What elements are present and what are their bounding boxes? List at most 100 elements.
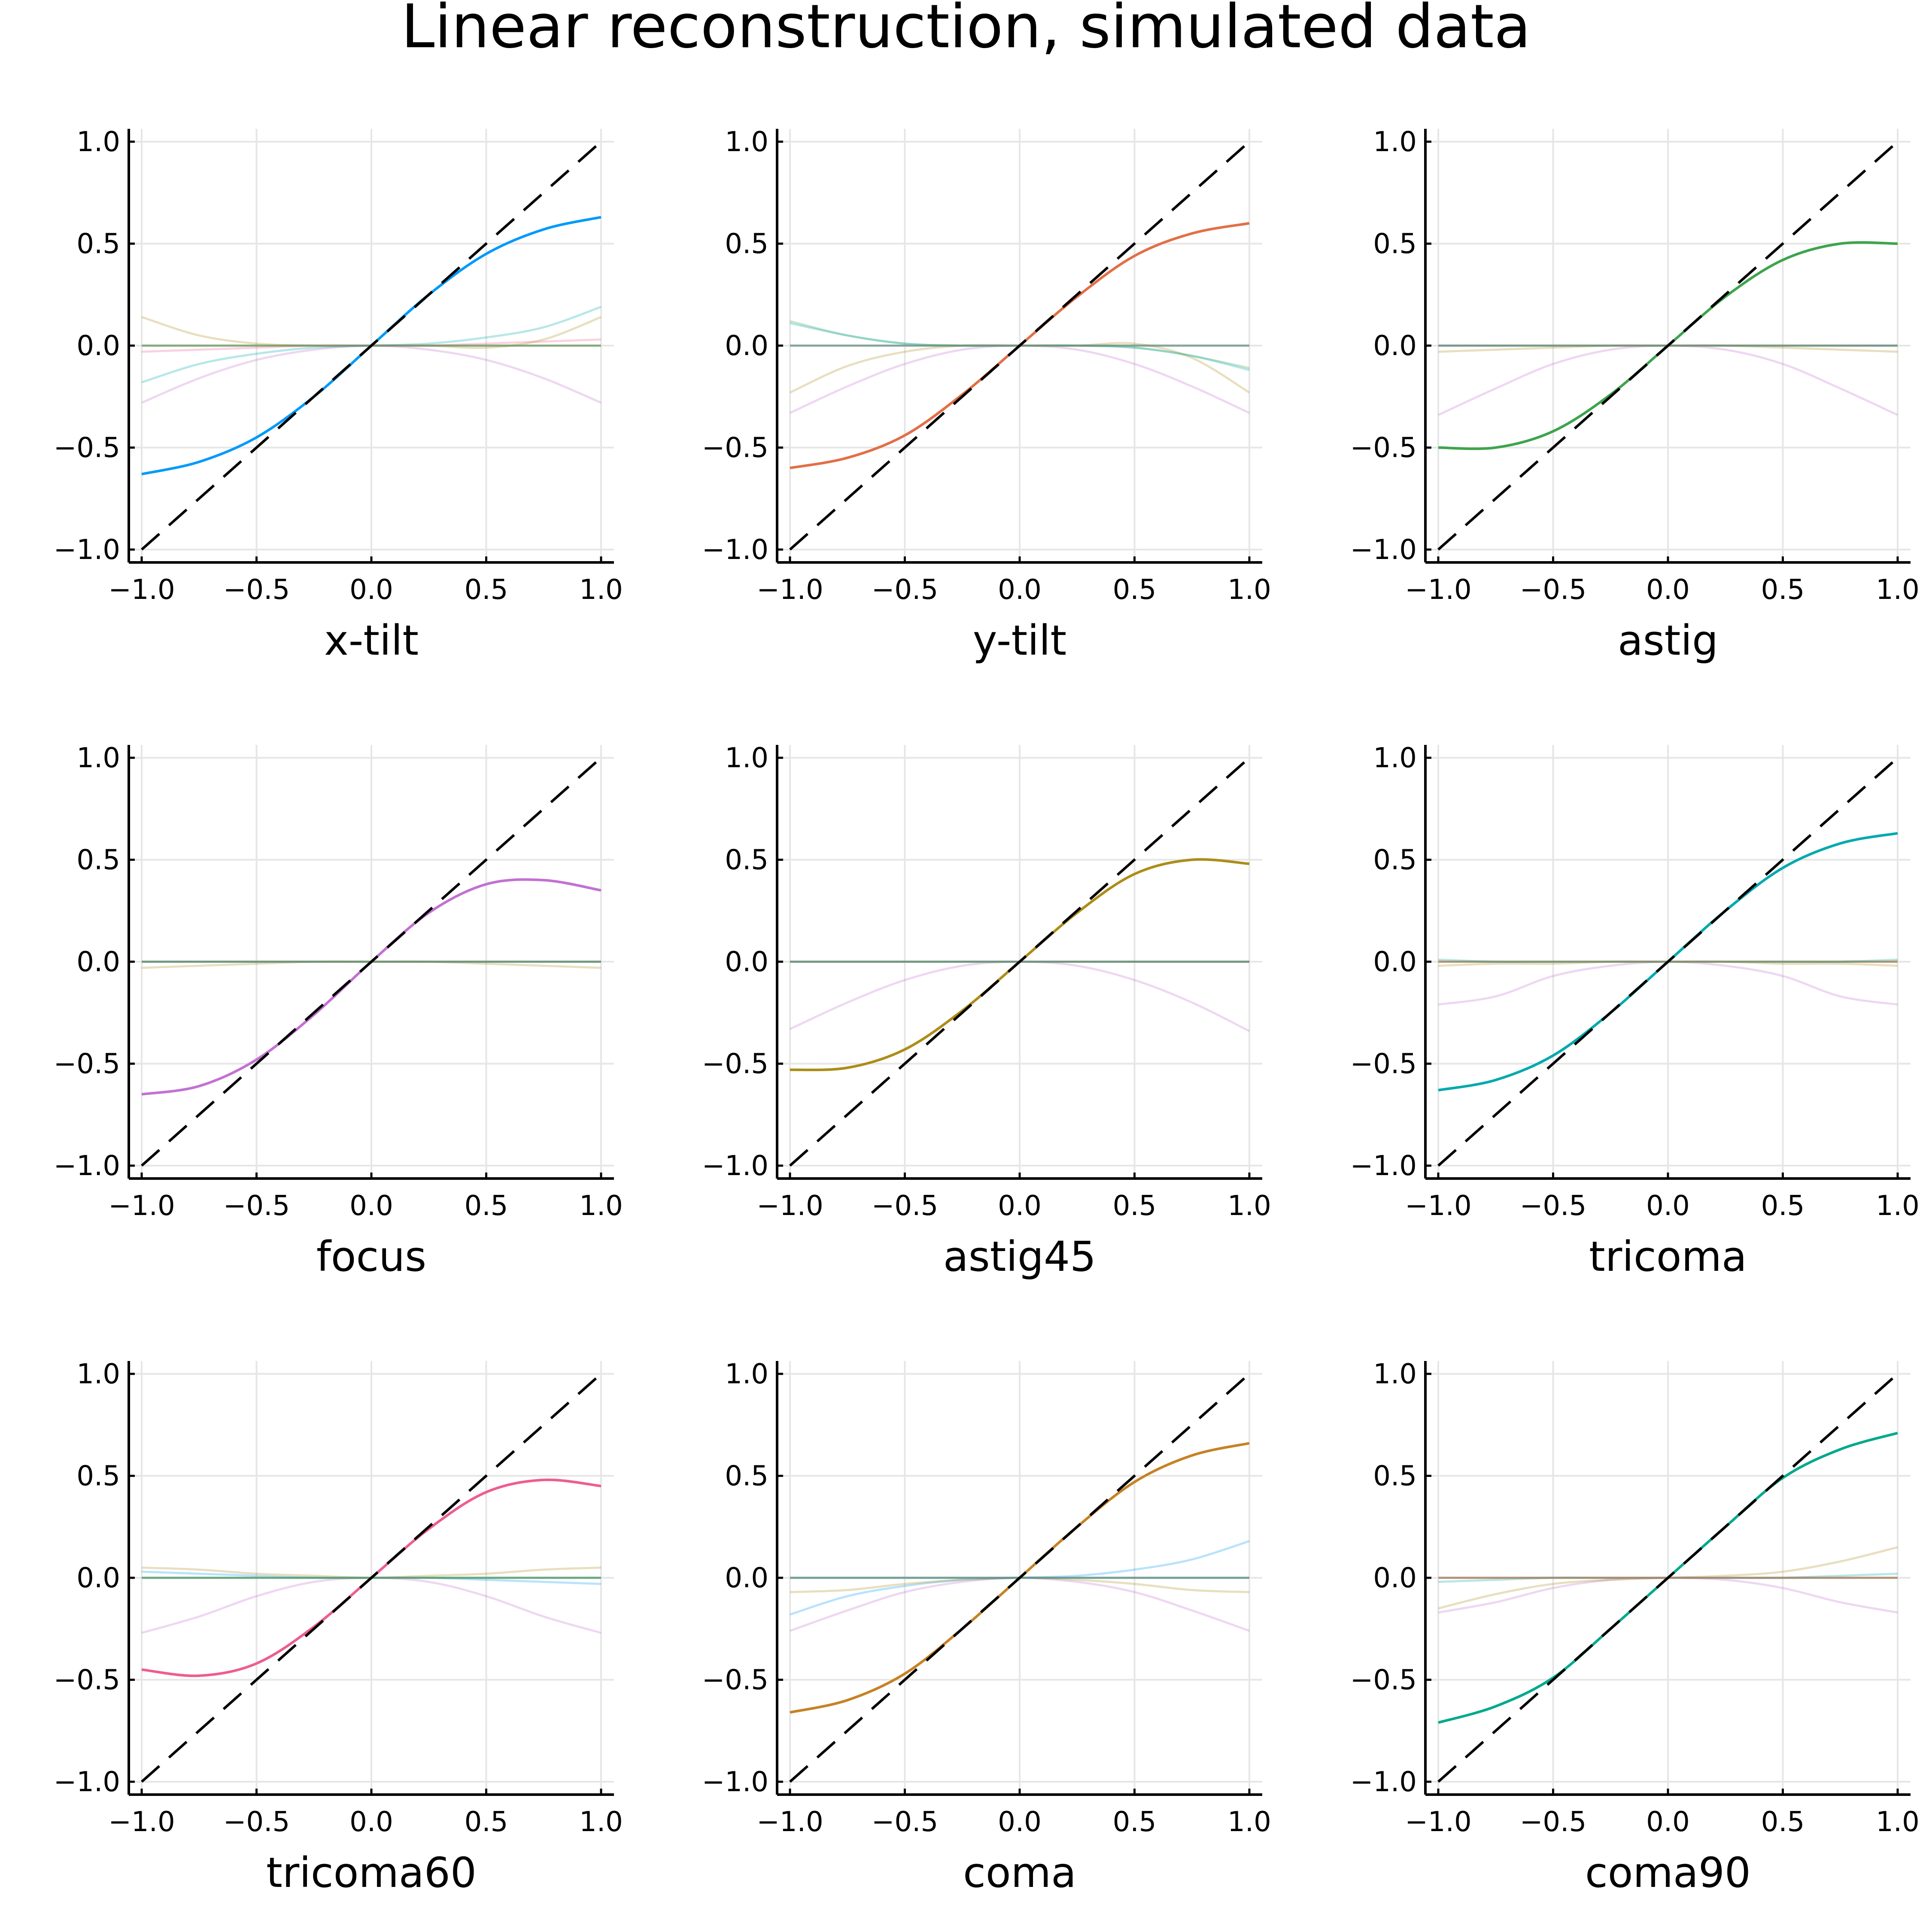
y-tick-label: 1.0	[1373, 742, 1417, 774]
x-tick-label: 0.0	[1646, 1190, 1690, 1222]
identity-dashed-line	[141, 140, 602, 551]
panel-tricoma: −1.0 −1.0 −0.5 −0.5 0.0 0.0 0.5 0.5 1.0 1.0 tricom…	[1350, 742, 1920, 1281]
y-tick-label: 0.0	[1373, 1562, 1417, 1594]
y-tick-label: −0.5	[702, 1048, 769, 1080]
x-tick-label: −0.5	[1520, 1806, 1586, 1838]
x-tick-label: −1.0	[756, 1806, 823, 1838]
x-tick-label: −0.5	[1520, 574, 1586, 606]
y-tick-label: −0.5	[1350, 1048, 1417, 1080]
x-tick-label: 0.0	[998, 1190, 1042, 1222]
x-tick-label: 0.0	[998, 574, 1042, 606]
y-tick-label: 0.0	[725, 946, 769, 978]
x-axis-label: focus	[316, 1233, 426, 1281]
x-tick-label: −1.0	[756, 1190, 823, 1222]
y-tick-label: 0.0	[76, 330, 120, 362]
x-tick-label: −1.0	[1405, 1806, 1471, 1838]
x-tick-label: −0.5	[872, 1190, 938, 1222]
x-tick-label: 0.0	[349, 1190, 393, 1222]
x-tick-label: 1.0	[1876, 1806, 1920, 1838]
y-tick-label: 0.0	[725, 1562, 769, 1594]
panel-grid: −1.0 −1.0 −0.5 −0.5 0.0 0.0 0.5 0.5 1.0 1.0 x-tilt…	[54, 126, 1920, 1897]
identity-dashed-line	[789, 756, 1250, 1167]
y-tick-label: −1.0	[1350, 1766, 1417, 1798]
panel-coma90: −1.0 −1.0 −0.5 −0.5 0.0 0.0 0.5 0.5 1.0 1.0 coma90	[1350, 1358, 1920, 1897]
y-tick-label: 1.0	[725, 742, 769, 774]
x-tick-label: 1.0	[579, 1806, 623, 1838]
y-tick-label: 0.0	[725, 330, 769, 362]
y-tick-label: 1.0	[725, 1358, 769, 1390]
identity-dashed-line	[1437, 140, 1899, 551]
y-tick-label: −1.0	[54, 1766, 120, 1798]
y-tick-label: 0.5	[725, 228, 769, 260]
y-tick-label: 0.0	[76, 946, 120, 978]
x-tick-label: 1.0	[579, 574, 623, 606]
panel-astig: −1.0 −1.0 −0.5 −0.5 0.0 0.0 0.5 0.5 1.0 1.0 astig	[1350, 126, 1920, 665]
x-tick-label: −0.5	[223, 574, 290, 606]
x-tick-label: 1.0	[1876, 1190, 1920, 1222]
y-tick-label: −0.5	[702, 432, 769, 464]
x-tick-label: −1.0	[756, 574, 823, 606]
x-tick-label: 0.5	[1113, 1806, 1157, 1838]
y-tick-label: 1.0	[76, 1358, 120, 1390]
x-tick-label: −1.0	[108, 1190, 175, 1222]
figure-title: Linear reconstruction, simulated data	[401, 0, 1531, 62]
y-tick-label: −1.0	[702, 1150, 769, 1182]
identity-dashed-line	[1437, 1373, 1899, 1783]
x-axis-label: x-tilt	[324, 617, 419, 665]
x-tick-label: 0.0	[998, 1806, 1042, 1838]
x-tick-label: −1.0	[108, 1806, 175, 1838]
y-tick-label: −0.5	[54, 432, 120, 464]
x-tick-label: 1.0	[1876, 574, 1920, 606]
x-tick-label: 1.0	[1227, 1806, 1271, 1838]
y-tick-label: −1.0	[54, 534, 120, 566]
x-tick-label: 1.0	[1227, 574, 1271, 606]
y-tick-label: 1.0	[1373, 1358, 1417, 1390]
x-tick-label: −1.0	[1405, 574, 1471, 606]
x-tick-label: 1.0	[579, 1190, 623, 1222]
x-tick-label: 0.0	[1646, 1806, 1690, 1838]
y-tick-label: 1.0	[76, 126, 120, 158]
x-tick-label: 0.0	[349, 574, 393, 606]
y-tick-label: −0.5	[54, 1048, 120, 1080]
x-tick-label: 0.5	[465, 1190, 508, 1222]
x-tick-label: 0.5	[465, 1806, 508, 1838]
y-tick-label: 0.5	[1373, 228, 1417, 260]
x-tick-label: 0.5	[1761, 1806, 1805, 1838]
y-tick-label: 0.0	[1373, 946, 1417, 978]
x-tick-label: −0.5	[872, 1806, 938, 1838]
identity-dashed-line	[141, 756, 602, 1167]
panel-tricoma60: −1.0 −1.0 −0.5 −0.5 0.0 0.0 0.5 0.5 1.0 1.0 tricom…	[54, 1358, 623, 1897]
x-axis-label: y-tilt	[973, 617, 1066, 665]
x-tick-label: −0.5	[872, 574, 938, 606]
y-tick-label: −0.5	[1350, 1665, 1417, 1696]
y-tick-label: 1.0	[1373, 126, 1417, 158]
y-tick-label: −1.0	[1350, 534, 1417, 566]
x-axis-label: tricoma	[1589, 1233, 1747, 1281]
y-tick-label: 0.5	[76, 228, 120, 260]
y-tick-label: 1.0	[725, 126, 769, 158]
x-tick-label: 0.0	[349, 1806, 393, 1838]
x-axis-label: astig45	[943, 1233, 1096, 1281]
y-tick-label: 0.5	[1373, 1461, 1417, 1492]
x-tick-label: 0.5	[465, 574, 508, 606]
panel-coma: −1.0 −1.0 −0.5 −0.5 0.0 0.0 0.5 0.5 1.0 1.0 coma	[702, 1358, 1271, 1897]
x-tick-label: −1.0	[108, 574, 175, 606]
x-axis-label: tricoma60	[266, 1849, 477, 1897]
panel-astig45: −1.0 −1.0 −0.5 −0.5 0.0 0.0 0.5 0.5 1.0 1.0 astig4…	[702, 742, 1271, 1281]
y-tick-label: −0.5	[702, 1665, 769, 1696]
y-tick-label: −1.0	[1350, 1150, 1417, 1182]
x-axis-label: coma90	[1585, 1849, 1751, 1897]
y-tick-label: −0.5	[54, 1665, 120, 1696]
y-tick-label: −1.0	[702, 1766, 769, 1798]
x-tick-label: 1.0	[1227, 1190, 1271, 1222]
x-axis-label: coma	[963, 1849, 1076, 1897]
y-tick-label: −1.0	[702, 534, 769, 566]
y-tick-label: −1.0	[54, 1150, 120, 1182]
y-tick-label: 0.0	[76, 1562, 120, 1594]
y-tick-label: 0.5	[76, 844, 120, 876]
panel-x-tilt: −1.0 −1.0 −0.5 −0.5 0.0 0.0 0.5 0.5 1.0 1.0 x-tilt	[54, 126, 623, 665]
y-tick-label: 0.5	[725, 844, 769, 876]
x-tick-label: 0.5	[1113, 1190, 1157, 1222]
y-tick-label: 0.0	[1373, 330, 1417, 362]
